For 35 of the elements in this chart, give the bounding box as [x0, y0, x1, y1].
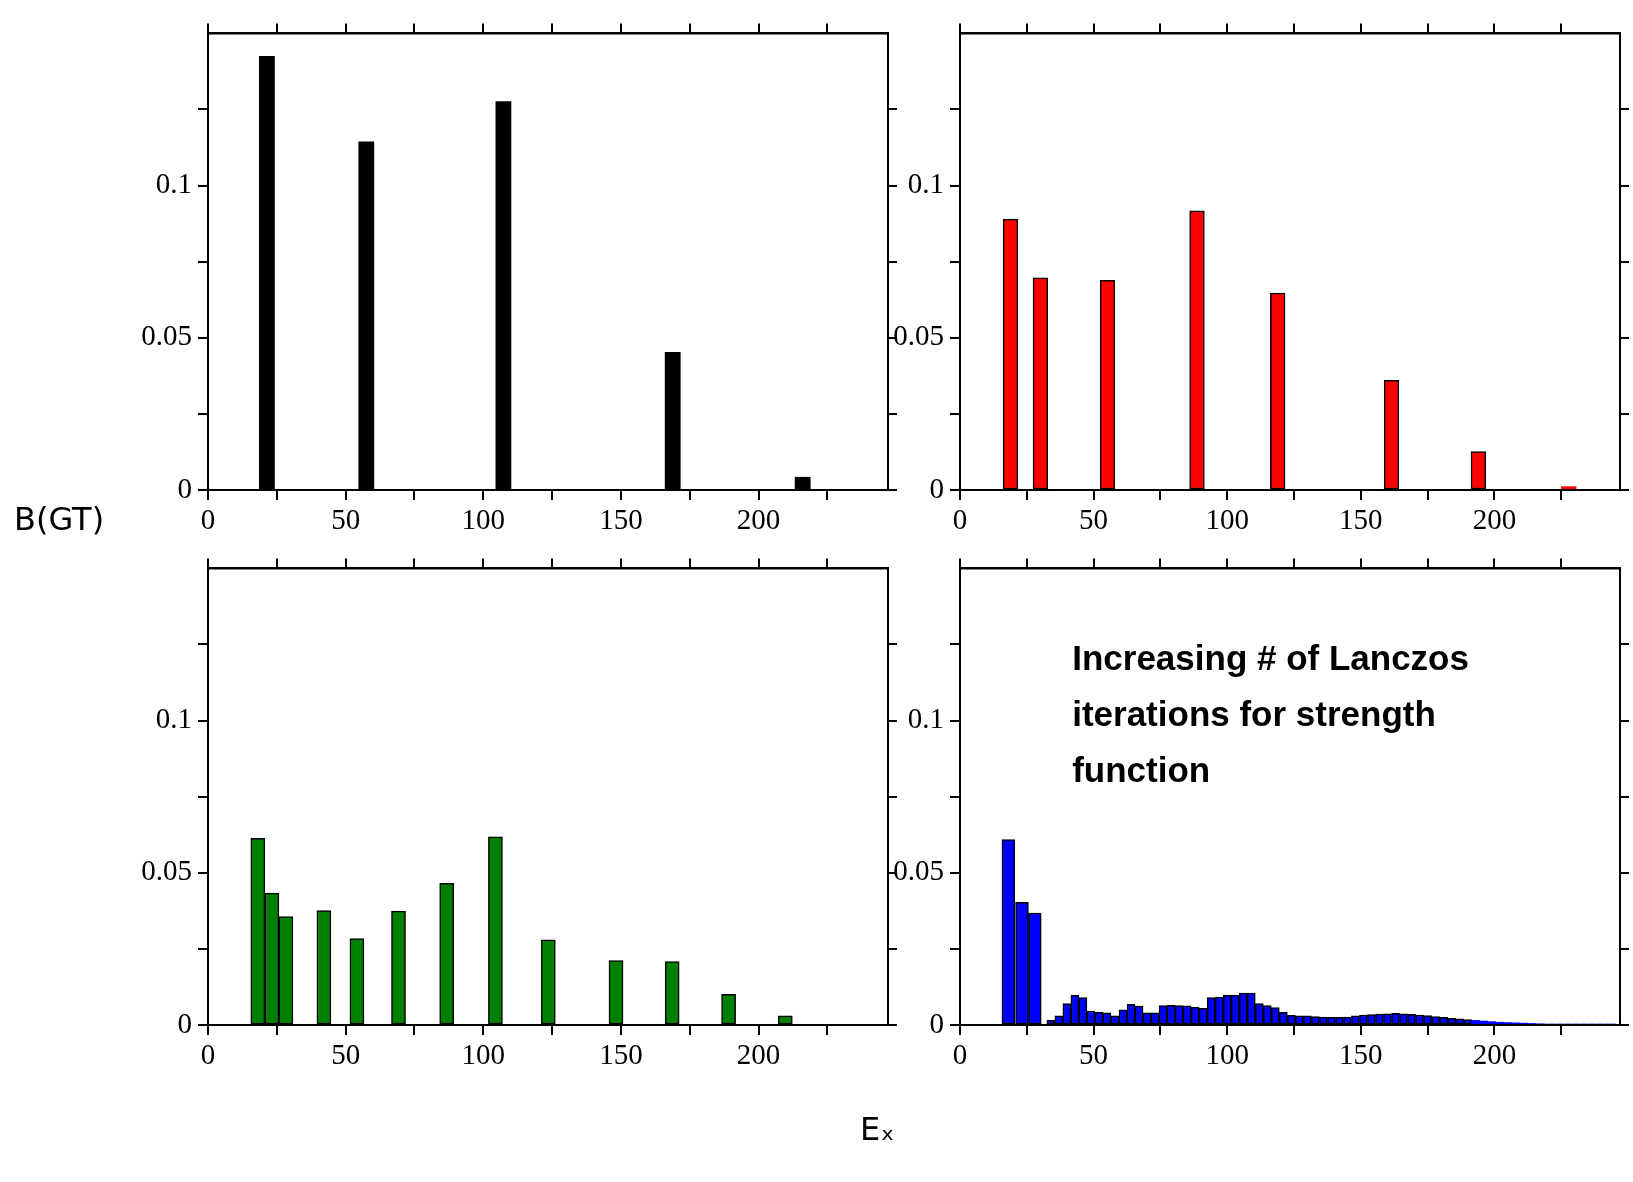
- x-tick-label: 200: [736, 503, 781, 536]
- x-axis-title: Eₓ: [860, 1110, 895, 1148]
- y-tick-label: 0.05: [141, 319, 192, 352]
- x-tick-label: 150: [1339, 1038, 1383, 1071]
- y-axis-title: B(GT): [14, 500, 105, 538]
- y-tick-label: 0: [177, 471, 192, 504]
- x-tick-label: 200: [1472, 503, 1517, 536]
- x-tick-label: 50: [331, 1038, 361, 1071]
- x-tick-label: 100: [1205, 1038, 1249, 1071]
- y-tick-label: 0: [929, 471, 944, 504]
- x-tick-label: 50: [331, 503, 361, 536]
- y-tick-label: 0.1: [907, 167, 944, 200]
- x-tick-label: 0: [952, 503, 968, 536]
- x-tick-label: 150: [1339, 503, 1383, 536]
- y-tick-label: 0.05: [893, 854, 944, 887]
- x-tick-label: 100: [1205, 503, 1249, 536]
- x-tick-label: 0: [200, 503, 216, 536]
- y-tick-label: 0.05: [893, 319, 944, 352]
- x-tick-label: 50: [1079, 1038, 1109, 1071]
- y-tick-label: 0.1: [907, 702, 944, 735]
- x-tick-label: 100: [461, 1038, 506, 1071]
- y-tick-label: 0.1: [155, 167, 192, 200]
- y-tick-label: 0.1: [155, 702, 192, 735]
- y-tick-label: 0.05: [141, 854, 192, 887]
- x-tick-label: 200: [736, 1038, 781, 1071]
- x-tick-label: 150: [599, 1038, 643, 1071]
- x-tick-label: 200: [1472, 1038, 1517, 1071]
- x-tick-label: 150: [599, 503, 643, 536]
- y-tick-label: 0: [929, 1006, 944, 1039]
- x-tick-label: 0: [952, 1038, 968, 1071]
- y-tick-label: 0: [177, 1006, 192, 1039]
- annotation: Increasing # of Lanczos iterations for strength function: [1072, 637, 1470, 792]
- x-tick-label: 100: [461, 503, 506, 536]
- x-tick-label: 50: [1079, 503, 1109, 536]
- x-tick-label: 0: [200, 1038, 216, 1071]
